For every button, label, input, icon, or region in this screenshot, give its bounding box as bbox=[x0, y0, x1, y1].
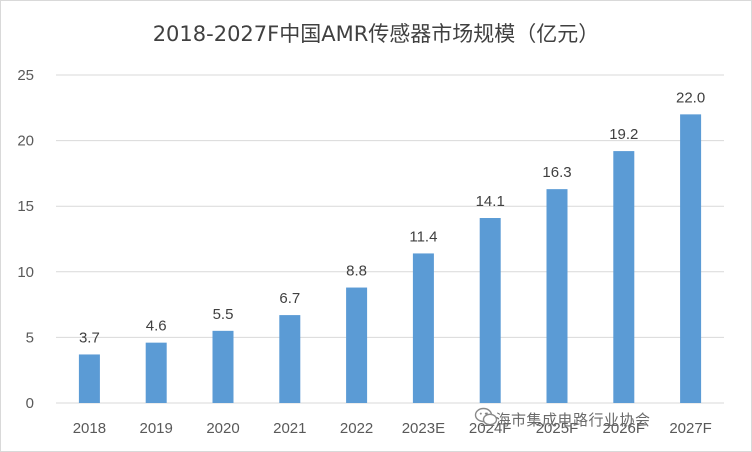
bar bbox=[279, 315, 301, 403]
data-label: 19.2 bbox=[609, 126, 638, 143]
x-tick-label: 2018 bbox=[73, 420, 106, 437]
wechat-icon bbox=[474, 407, 498, 426]
bar bbox=[412, 253, 434, 403]
bar bbox=[546, 189, 568, 403]
y-tick-label: 10 bbox=[17, 264, 34, 281]
x-tick-label: 2022 bbox=[340, 420, 373, 437]
y-tick-label: 15 bbox=[17, 198, 34, 215]
y-axis-ticks: 0 5 10 15 20 25 bbox=[17, 67, 34, 412]
x-tick-label: 2020 bbox=[206, 420, 239, 437]
bar bbox=[680, 114, 702, 404]
data-label: 8.8 bbox=[346, 263, 367, 280]
bar bbox=[479, 218, 501, 403]
data-label: 5.5 bbox=[213, 306, 234, 323]
y-tick-label: 20 bbox=[17, 133, 34, 150]
x-tick-label: 2021 bbox=[273, 420, 306, 437]
data-label: 11.4 bbox=[409, 228, 437, 245]
bar bbox=[212, 330, 234, 403]
x-tick-label: 2019 bbox=[140, 420, 173, 437]
y-tick-label: 25 bbox=[17, 67, 34, 84]
bar bbox=[613, 151, 635, 403]
data-label: 4.6 bbox=[146, 318, 167, 335]
x-tick-label: 2025F bbox=[536, 420, 579, 437]
x-tick-label: 2023E bbox=[402, 420, 445, 437]
bars bbox=[78, 114, 702, 404]
gridlines bbox=[56, 74, 724, 404]
x-tick-label: 2024F bbox=[469, 420, 512, 437]
data-label: 3.7 bbox=[79, 329, 100, 346]
data-label: 16.3 bbox=[542, 164, 571, 181]
bar bbox=[145, 342, 167, 403]
data-label: 6.7 bbox=[279, 290, 300, 307]
bar bbox=[78, 354, 100, 403]
data-labels: 3.7 4.6 5.5 6.7 8.8 11.4 14.1 16.3 19.2 22.0 bbox=[79, 89, 705, 346]
data-label: 22.0 bbox=[676, 89, 705, 106]
data-label: 14.1 bbox=[476, 193, 505, 210]
watermark-text: 上海市集成电路行业协会 bbox=[480, 410, 651, 429]
y-tick-label: 0 bbox=[26, 395, 34, 412]
watermark: 上海市集成电路行业协会 bbox=[474, 406, 651, 432]
y-tick-label: 5 bbox=[26, 329, 34, 346]
bar bbox=[346, 287, 368, 403]
x-tick-label: 2027F bbox=[669, 420, 712, 437]
x-tick-label: 2026F bbox=[603, 420, 646, 437]
x-axis-ticks: 2018 2019 2020 2021 2022 2023E 2024F 2025F 2026F… bbox=[73, 420, 712, 437]
chart-title: 2018-2027F中国AMR传感器市场规模（亿元） bbox=[152, 22, 600, 46]
